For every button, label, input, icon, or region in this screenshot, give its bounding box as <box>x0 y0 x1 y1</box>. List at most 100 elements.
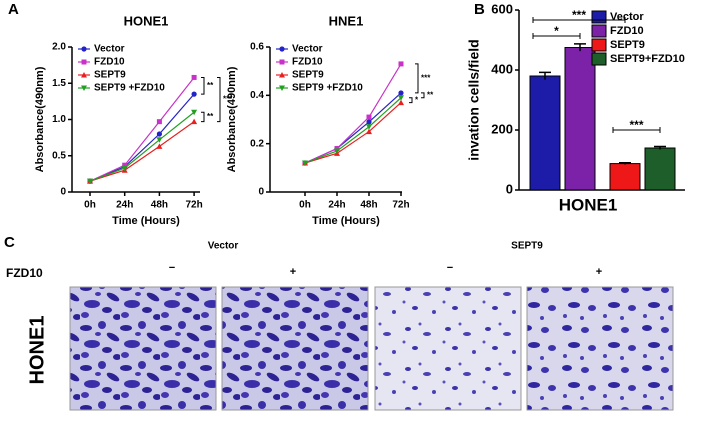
legend-marker <box>81 46 87 52</box>
y-axis-label: Absorbance(490nm) <box>34 66 46 172</box>
legend-marker <box>279 46 285 52</box>
series-line <box>304 97 402 164</box>
legend-swatch <box>591 38 607 52</box>
significance-label: * <box>554 24 559 38</box>
sign: − <box>169 262 175 274</box>
chart-title: HNE1 <box>329 13 364 28</box>
y-tick-label: 0.4 <box>250 90 264 101</box>
point <box>398 61 404 67</box>
series-line <box>89 121 195 182</box>
point <box>398 99 404 106</box>
point <box>191 74 197 80</box>
sign: + <box>290 266 296 278</box>
series-line <box>89 93 195 182</box>
column-label: Vector <box>208 241 239 252</box>
point <box>121 165 128 172</box>
legend-label: FZD10 <box>94 57 125 68</box>
x-axis-label: Time (Hours) <box>112 215 180 227</box>
legend-label: SEPT9 <box>610 39 645 51</box>
significance-label: ** <box>207 81 214 90</box>
y-tick-label: 0 <box>258 187 264 198</box>
x-axis-label: Time (Hours) <box>312 215 380 227</box>
x-tick-label: 24h <box>328 200 345 211</box>
point <box>366 124 372 130</box>
point <box>156 137 163 143</box>
bar <box>609 163 641 191</box>
x-tick-label: 48h <box>151 200 168 211</box>
point <box>156 119 162 125</box>
cell-line-label: HONE1 <box>26 316 48 385</box>
x-tick-label: 0h <box>299 200 311 211</box>
significance-bracket <box>415 63 419 94</box>
point <box>122 162 128 168</box>
bar <box>644 147 676 191</box>
legend-label: Vector <box>94 44 125 55</box>
legend-label: SEPT9+FZD10 <box>610 53 685 65</box>
y-tick-label: 600 <box>491 1 513 16</box>
point <box>191 91 197 97</box>
y-tick-label: 200 <box>491 121 513 136</box>
x-tick-label: 48h <box>360 200 377 211</box>
point <box>366 119 372 125</box>
x-tick-label: 0h <box>84 200 96 211</box>
legend-label: SEPT9 <box>292 70 324 81</box>
legend-label: FZD10 <box>610 25 644 37</box>
significance-label: *** <box>421 74 431 83</box>
point <box>156 143 163 149</box>
panel-label: A <box>8 1 19 18</box>
panel-label: B <box>474 1 485 18</box>
legend-swatch <box>591 52 607 66</box>
significance-label: *** <box>629 118 643 132</box>
significance-label: ** <box>427 90 434 99</box>
series-line <box>89 77 195 182</box>
significance-bracket <box>201 111 205 123</box>
error-bar <box>574 43 586 52</box>
point <box>191 109 198 116</box>
legend-marker <box>279 59 285 65</box>
y-tick-label: 0.6 <box>250 42 264 53</box>
significance-bracket <box>532 17 626 23</box>
chart-title: HONE1 <box>124 13 169 28</box>
legend-marker <box>81 72 87 78</box>
row-label: FZD10 <box>6 266 43 280</box>
x-tick-label: 72h <box>185 200 202 211</box>
micrograph <box>221 286 369 411</box>
legend-marker <box>279 72 285 78</box>
y-axis-label: Absorbance(490nm) <box>226 66 238 172</box>
x-tick-label: 24h <box>116 200 133 211</box>
y-tick-label: 0 <box>60 187 66 198</box>
point <box>156 131 162 137</box>
point <box>87 178 93 185</box>
sign: + <box>596 266 602 278</box>
legend-marker <box>81 59 87 65</box>
x-axis-label: HONE1 <box>559 195 618 214</box>
y-tick-label: 1.0 <box>52 114 66 125</box>
error-bar <box>654 145 666 150</box>
micrograph <box>69 286 217 411</box>
bar <box>564 47 596 191</box>
error-bar <box>619 161 631 165</box>
y-tick-label: 0 <box>506 181 513 196</box>
significance-bracket <box>409 97 413 104</box>
significance-bracket <box>201 76 205 95</box>
legend-marker <box>279 85 285 91</box>
point <box>398 95 404 101</box>
legend-label: Vector <box>610 11 644 23</box>
significance-label: * <box>415 95 419 104</box>
point <box>302 160 308 166</box>
legend-marker <box>81 85 87 91</box>
y-tick-label: 400 <box>491 61 513 76</box>
x-tick-label: 72h <box>392 200 409 211</box>
significance-label: *** <box>572 8 586 22</box>
point <box>191 118 198 125</box>
legend-label: SEPT9 +FZD10 <box>94 83 165 94</box>
y-tick-label: 2.0 <box>52 42 66 53</box>
series-line <box>304 92 402 164</box>
significance-bracket <box>217 76 221 123</box>
series-line <box>89 111 195 182</box>
error-bar <box>539 71 551 80</box>
column-label: SEPT9 <box>511 241 543 252</box>
legend-label: FZD10 <box>292 57 323 68</box>
legend-label: SEPT9 <box>94 70 126 81</box>
